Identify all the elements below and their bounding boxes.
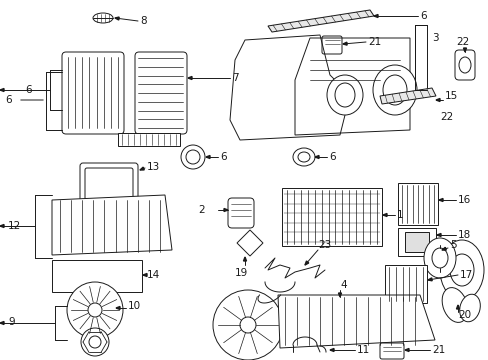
FancyBboxPatch shape [80, 163, 138, 205]
Text: 18: 18 [457, 230, 470, 240]
Text: 19: 19 [235, 268, 248, 278]
Polygon shape [338, 293, 341, 297]
Polygon shape [116, 306, 120, 310]
Ellipse shape [423, 238, 455, 278]
Polygon shape [115, 17, 119, 20]
Ellipse shape [213, 290, 283, 360]
Bar [118, 133, 180, 146]
Polygon shape [142, 274, 147, 276]
Polygon shape [267, 10, 373, 32]
Text: 22: 22 [455, 37, 468, 47]
Bar [414, 25, 426, 90]
Polygon shape [205, 156, 209, 158]
FancyBboxPatch shape [135, 52, 186, 134]
Text: 2: 2 [198, 205, 204, 215]
Polygon shape [243, 257, 246, 261]
Polygon shape [224, 208, 227, 211]
Ellipse shape [292, 148, 314, 166]
Ellipse shape [297, 152, 309, 162]
Polygon shape [382, 213, 386, 216]
Polygon shape [373, 14, 377, 18]
Text: 16: 16 [457, 195, 470, 205]
Ellipse shape [439, 240, 483, 300]
Text: 21: 21 [367, 37, 381, 47]
Ellipse shape [449, 254, 473, 286]
Text: 3: 3 [431, 33, 438, 43]
FancyBboxPatch shape [321, 36, 341, 54]
Bar [397, 183, 437, 225]
Polygon shape [0, 89, 4, 91]
Text: 1: 1 [396, 210, 403, 220]
Text: 5: 5 [449, 240, 456, 250]
Ellipse shape [181, 145, 204, 169]
FancyBboxPatch shape [85, 168, 133, 200]
Polygon shape [305, 261, 308, 265]
FancyBboxPatch shape [454, 50, 474, 80]
Ellipse shape [458, 57, 470, 73]
Text: 23: 23 [317, 240, 330, 250]
Polygon shape [379, 88, 435, 104]
FancyBboxPatch shape [379, 343, 403, 359]
Polygon shape [140, 167, 144, 170]
Ellipse shape [89, 336, 101, 348]
Text: 22: 22 [439, 112, 452, 122]
Bar [52, 260, 142, 292]
Text: 12: 12 [8, 221, 21, 231]
Polygon shape [52, 195, 172, 255]
Text: 9: 9 [8, 317, 15, 327]
Polygon shape [342, 42, 346, 45]
Ellipse shape [372, 65, 416, 115]
Ellipse shape [334, 83, 354, 107]
Text: 6: 6 [25, 85, 32, 95]
Ellipse shape [441, 288, 467, 323]
Polygon shape [456, 305, 459, 309]
Text: 6: 6 [5, 95, 12, 105]
Polygon shape [0, 225, 4, 228]
Ellipse shape [240, 317, 256, 333]
FancyBboxPatch shape [227, 198, 253, 228]
Text: 21: 21 [431, 345, 445, 355]
Ellipse shape [431, 248, 447, 268]
Polygon shape [278, 295, 434, 348]
Polygon shape [329, 348, 333, 351]
Text: 10: 10 [128, 301, 141, 311]
Bar [384, 265, 426, 303]
Text: 8: 8 [140, 16, 146, 26]
Ellipse shape [81, 328, 109, 356]
Text: 7: 7 [231, 73, 238, 83]
Text: 13: 13 [147, 162, 160, 172]
Text: 4: 4 [339, 280, 346, 290]
Text: 15: 15 [444, 91, 457, 101]
Bar [282, 188, 381, 246]
Text: 6: 6 [419, 11, 426, 21]
Polygon shape [435, 99, 439, 102]
Text: 17: 17 [459, 270, 472, 280]
Polygon shape [441, 247, 446, 250]
Text: 14: 14 [147, 270, 160, 280]
Polygon shape [463, 48, 466, 52]
Polygon shape [314, 156, 318, 158]
Ellipse shape [67, 282, 123, 338]
Text: 6: 6 [328, 152, 335, 162]
Text: 6: 6 [220, 152, 226, 162]
FancyBboxPatch shape [62, 52, 124, 134]
Bar [404, 232, 428, 252]
Polygon shape [0, 321, 4, 324]
Polygon shape [436, 234, 440, 237]
Ellipse shape [93, 13, 113, 23]
Polygon shape [427, 278, 431, 281]
Ellipse shape [185, 150, 200, 164]
Ellipse shape [382, 75, 406, 105]
Ellipse shape [326, 75, 362, 115]
Polygon shape [438, 198, 442, 202]
Text: 20: 20 [457, 310, 470, 320]
Polygon shape [237, 230, 263, 256]
Ellipse shape [88, 303, 102, 317]
Bar [397, 228, 435, 256]
Text: 11: 11 [356, 345, 369, 355]
Ellipse shape [459, 294, 479, 322]
Polygon shape [187, 77, 192, 80]
Polygon shape [404, 348, 408, 351]
